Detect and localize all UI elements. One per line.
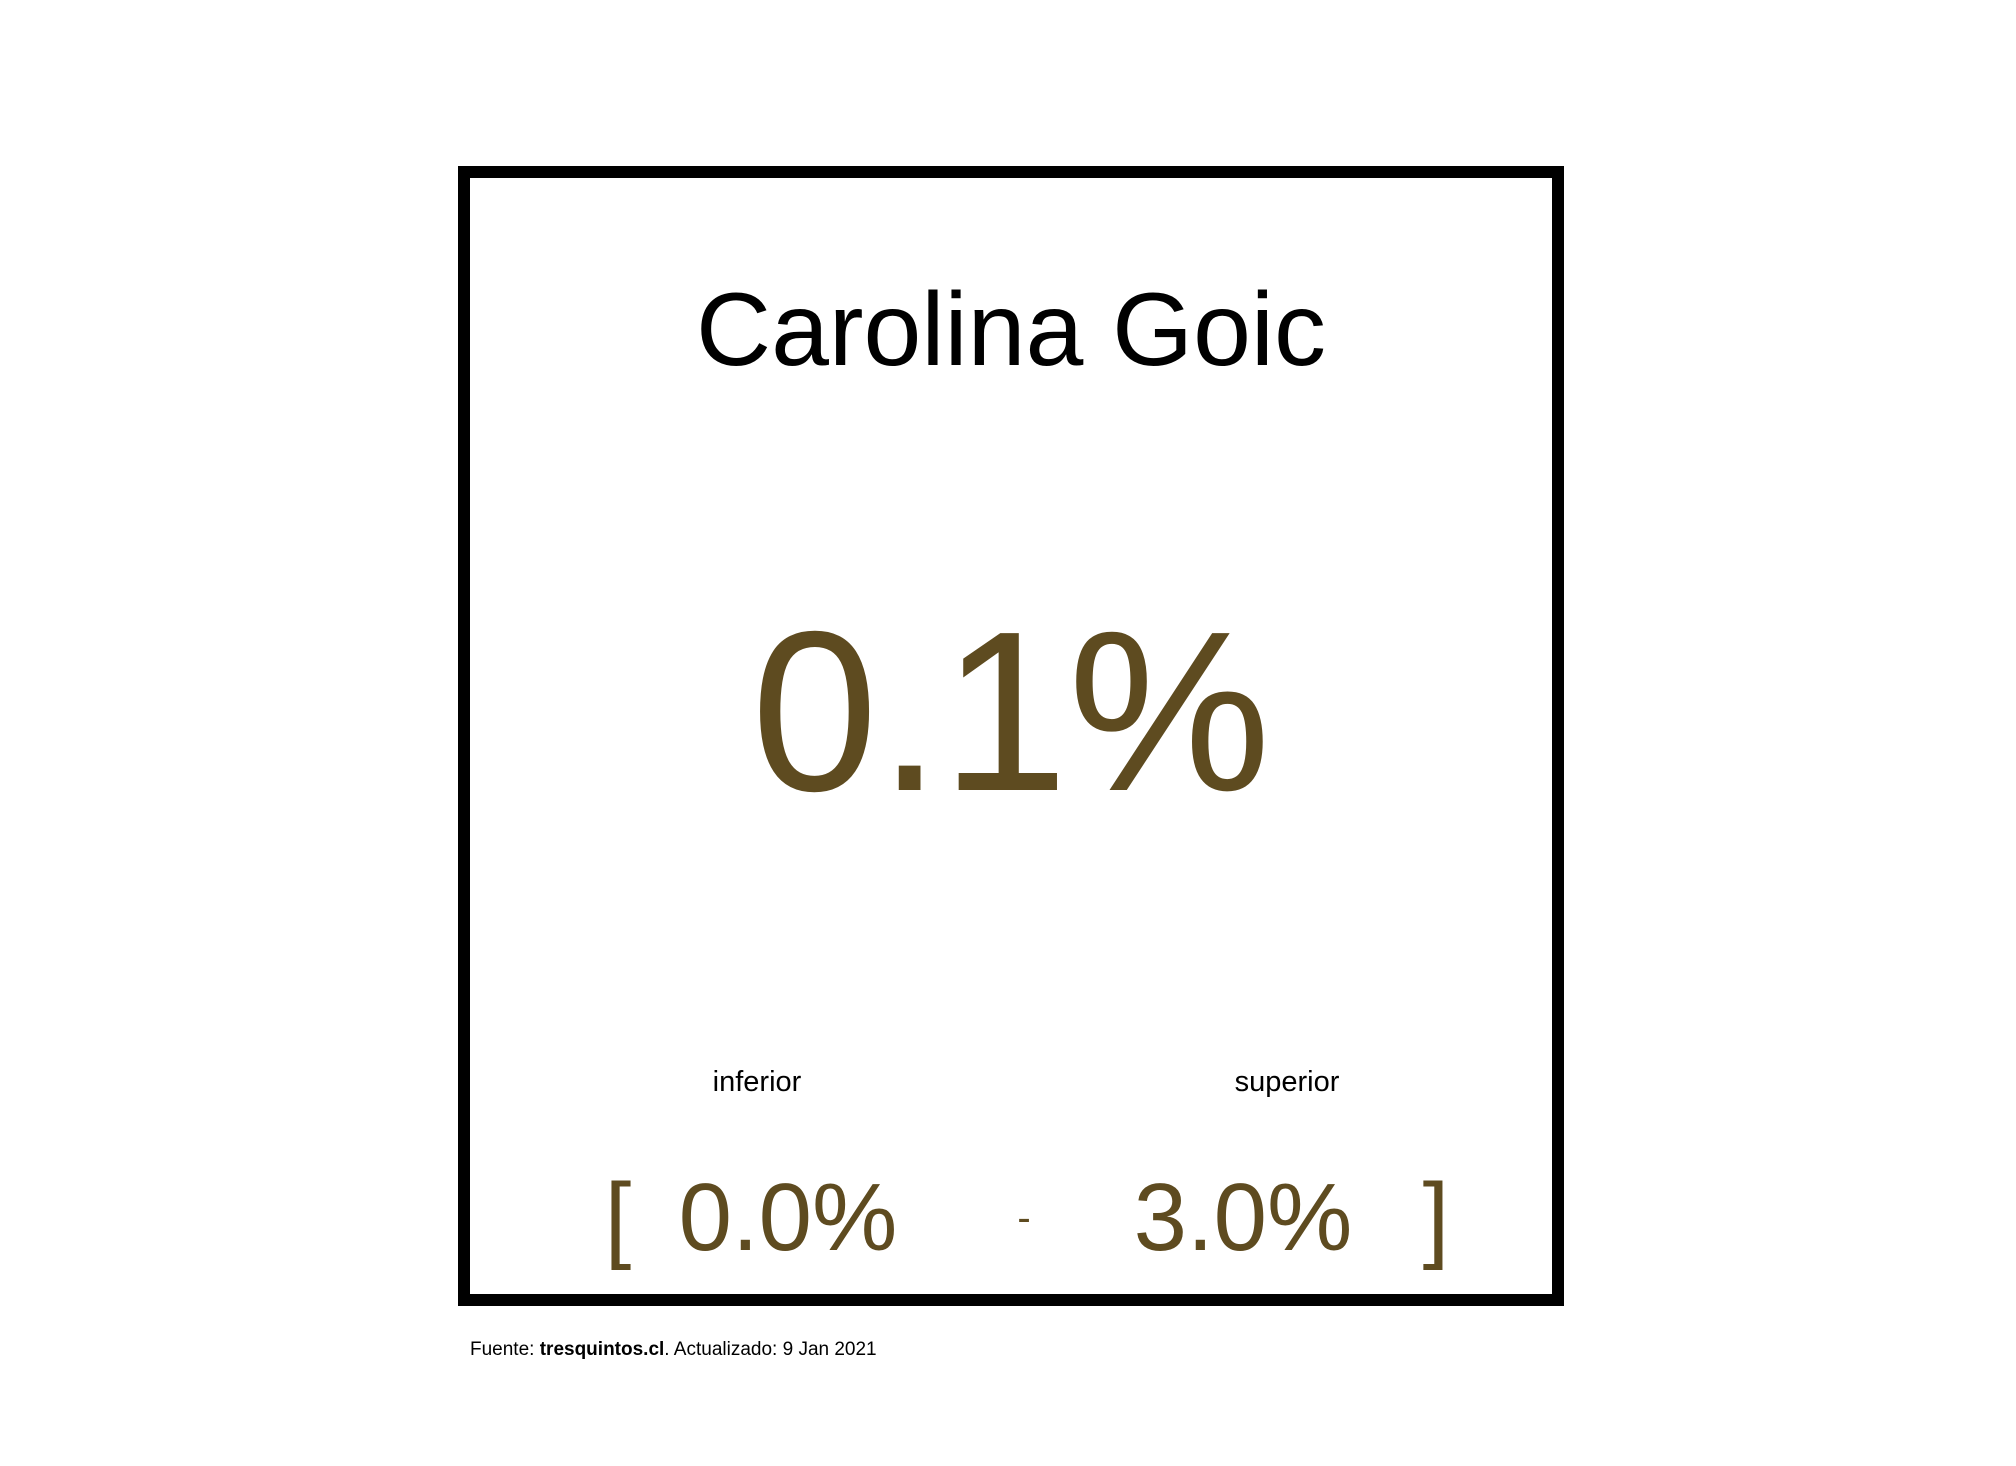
- updated-text: . Actualizado: 9 Jan 2021: [664, 1339, 877, 1360]
- candidate-name: Carolina Goic: [695, 272, 1327, 388]
- upper-bound-label: superior: [1234, 1066, 1340, 1098]
- source-footer: Fuente: tresquintos.cl. Actualizado: 9 J…: [470, 1340, 877, 1359]
- candidate-card: Carolina Goic 0.1% inferior superior [ 0…: [458, 166, 1564, 1306]
- source-site: tresquintos.cl: [539, 1339, 665, 1360]
- estimate-value: 0.1%: [751, 585, 1271, 839]
- close-bracket: ]: [1422, 1164, 1450, 1271]
- source-prefix: Fuente:: [470, 1339, 540, 1360]
- interval-separator: -: [1017, 1196, 1031, 1240]
- lower-bound-label: inferior: [712, 1066, 802, 1098]
- upper-bound-value: 3.0%: [1133, 1164, 1353, 1271]
- open-bracket: [: [604, 1164, 632, 1271]
- lower-bound-value: 0.0%: [678, 1164, 898, 1271]
